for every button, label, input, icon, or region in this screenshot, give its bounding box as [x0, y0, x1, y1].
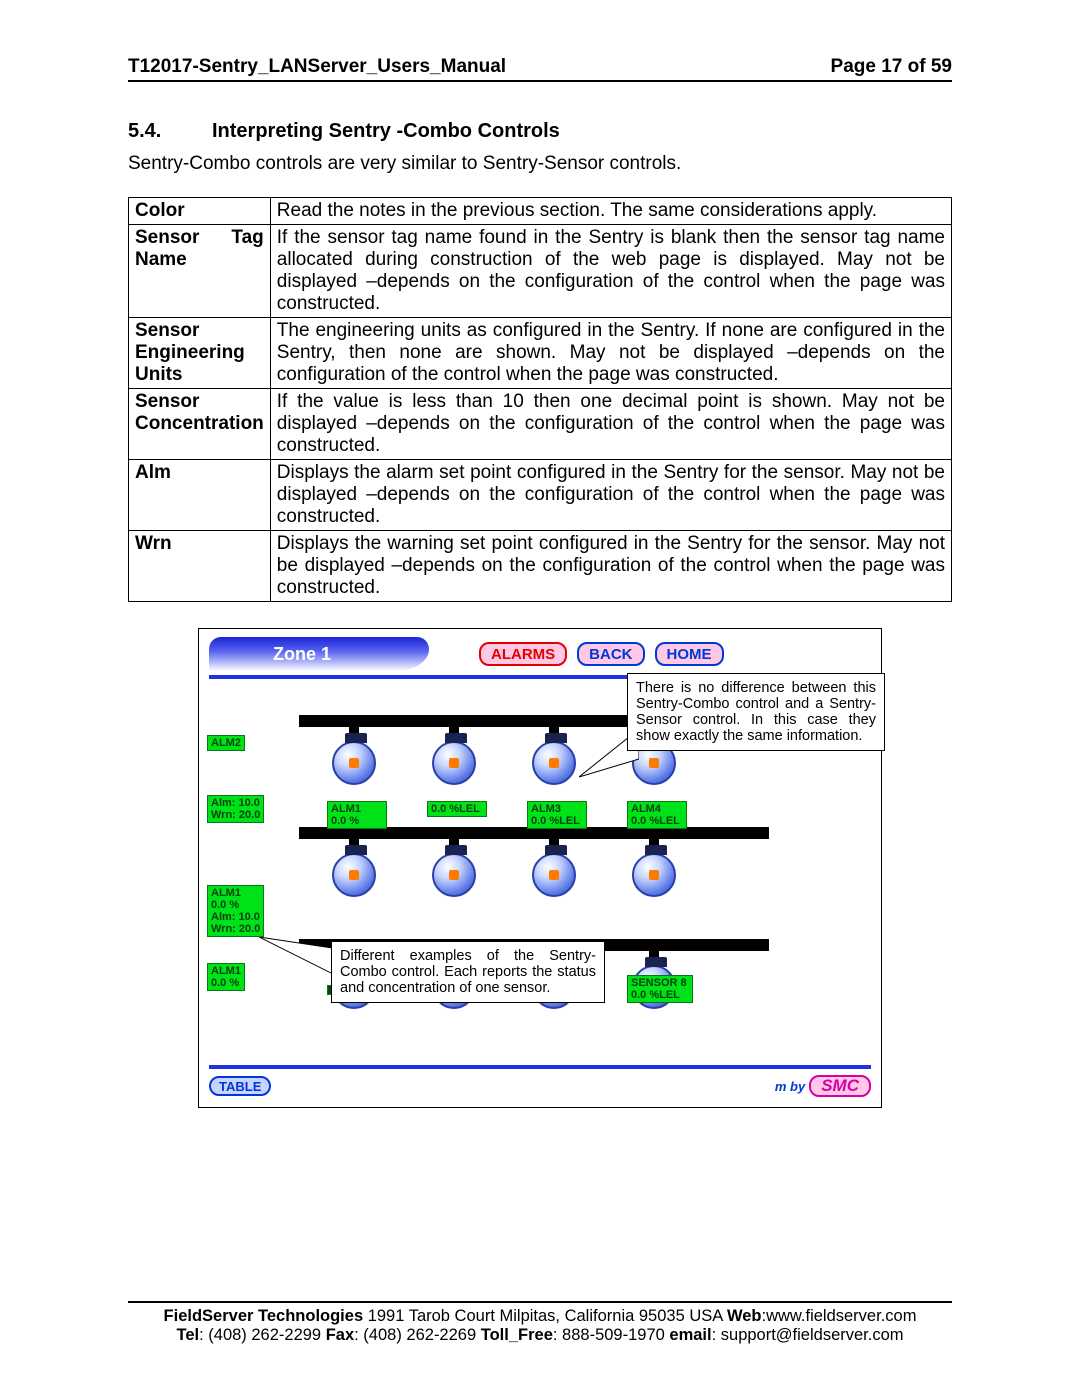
- footer-tollfree-label: Toll_Free: [481, 1326, 553, 1344]
- zone-pill: Zone 1: [209, 637, 429, 671]
- table-button[interactable]: TABLE: [209, 1076, 271, 1096]
- tag-r2c2[interactable]: 0.0 %LEL: [427, 801, 487, 817]
- sensor-icon: [432, 741, 476, 785]
- footer-tel: : (408) 262-2299: [199, 1326, 326, 1344]
- table-row-label: Alm: [129, 460, 271, 531]
- footer-fax: : (408) 262-2269: [354, 1326, 481, 1344]
- tag-r2c3[interactable]: ALM3 0.0 %LEL: [527, 801, 587, 829]
- section-intro: Sentry-Combo controls are very similar t…: [128, 153, 952, 175]
- table-row-text: Read the notes in the previous section. …: [270, 198, 951, 225]
- footer-address: 1991 Tarob Court Milpitas, California 95…: [363, 1307, 727, 1325]
- table-row-text: If the value is less than 10 then one de…: [270, 389, 951, 460]
- footer-fax-label: Fax: [326, 1326, 354, 1344]
- sensor-icon: [332, 853, 376, 897]
- table-row-text: Displays the alarm set point configured …: [270, 460, 951, 531]
- section-title: Interpreting Sentry -Combo Controls: [212, 120, 560, 143]
- footer-tollfree: : 888-509-1970: [553, 1326, 670, 1344]
- doc-title: T12017-Sentry_LANServer_Users_Manual: [128, 56, 506, 78]
- sensor-icon: [332, 741, 376, 785]
- tag-r3c4[interactable]: SENSOR 8 0.0 %LEL: [627, 975, 693, 1003]
- sensor-icon: [532, 741, 576, 785]
- footer-web-label: Web: [727, 1307, 762, 1325]
- table-row-label: Sensor Engineering Units: [129, 318, 271, 389]
- tag-alm-wrn[interactable]: Alm: 10.0 Wrn: 20.0: [207, 795, 264, 823]
- tag-r2c4[interactable]: ALM4 0.0 %LEL: [627, 801, 687, 829]
- page-footer: FieldServer Technologies 1991 Tarob Cour…: [128, 1301, 952, 1345]
- page-number: Page 17 of 59: [831, 56, 952, 78]
- footer-company: FieldServer Technologies: [164, 1307, 364, 1325]
- tag-alm1-short[interactable]: ALM1 0.0 %: [207, 963, 245, 991]
- tag-r2c1[interactable]: ALM1 0.0 %: [327, 801, 387, 829]
- alarms-button[interactable]: ALARMS: [479, 642, 567, 666]
- section-number: 5.4.: [128, 120, 212, 143]
- table-row-label: Color: [129, 198, 271, 225]
- back-button[interactable]: BACK: [577, 642, 644, 666]
- footer-email-label: email: [669, 1326, 711, 1344]
- table-row-text: Displays the warning set point configure…: [270, 531, 951, 602]
- footer-email: : support@fieldserver.com: [712, 1326, 904, 1344]
- table-row-text: If the sensor tag name found in the Sent…: [270, 225, 951, 318]
- sensor-icon: [532, 853, 576, 897]
- ui-screenshot: Zone 1 ALARMS BACK HOME: [198, 628, 882, 1108]
- sensor-icon: [432, 853, 476, 897]
- table-row-label: Wrn: [129, 531, 271, 602]
- footer-tel-label: Tel: [176, 1326, 199, 1344]
- sensor-icon: [632, 853, 676, 897]
- made-by-text: m by: [775, 1079, 805, 1094]
- callout-top: There is no difference between this Sent…: [627, 673, 885, 751]
- tag-alm1-full[interactable]: ALM1 0.0 % Alm: 10.0 Wrn: 20.0: [207, 885, 264, 937]
- zone-label: Zone 1: [273, 644, 331, 665]
- table-row-label: SensorTagName: [129, 225, 271, 318]
- smc-logo: SMC: [809, 1075, 871, 1097]
- table-row-label: Sensor Concentration: [129, 389, 271, 460]
- definitions-table: ColorRead the notes in the previous sect…: [128, 197, 952, 602]
- footer-web: :www.fieldserver.com: [761, 1307, 916, 1325]
- table-row-text: The engineering units as configured in t…: [270, 318, 951, 389]
- callout-bottom: Different examples of the Sentry-Combo c…: [331, 941, 605, 1003]
- home-button[interactable]: HOME: [655, 642, 724, 666]
- tag-alm2[interactable]: ALM2: [207, 735, 245, 751]
